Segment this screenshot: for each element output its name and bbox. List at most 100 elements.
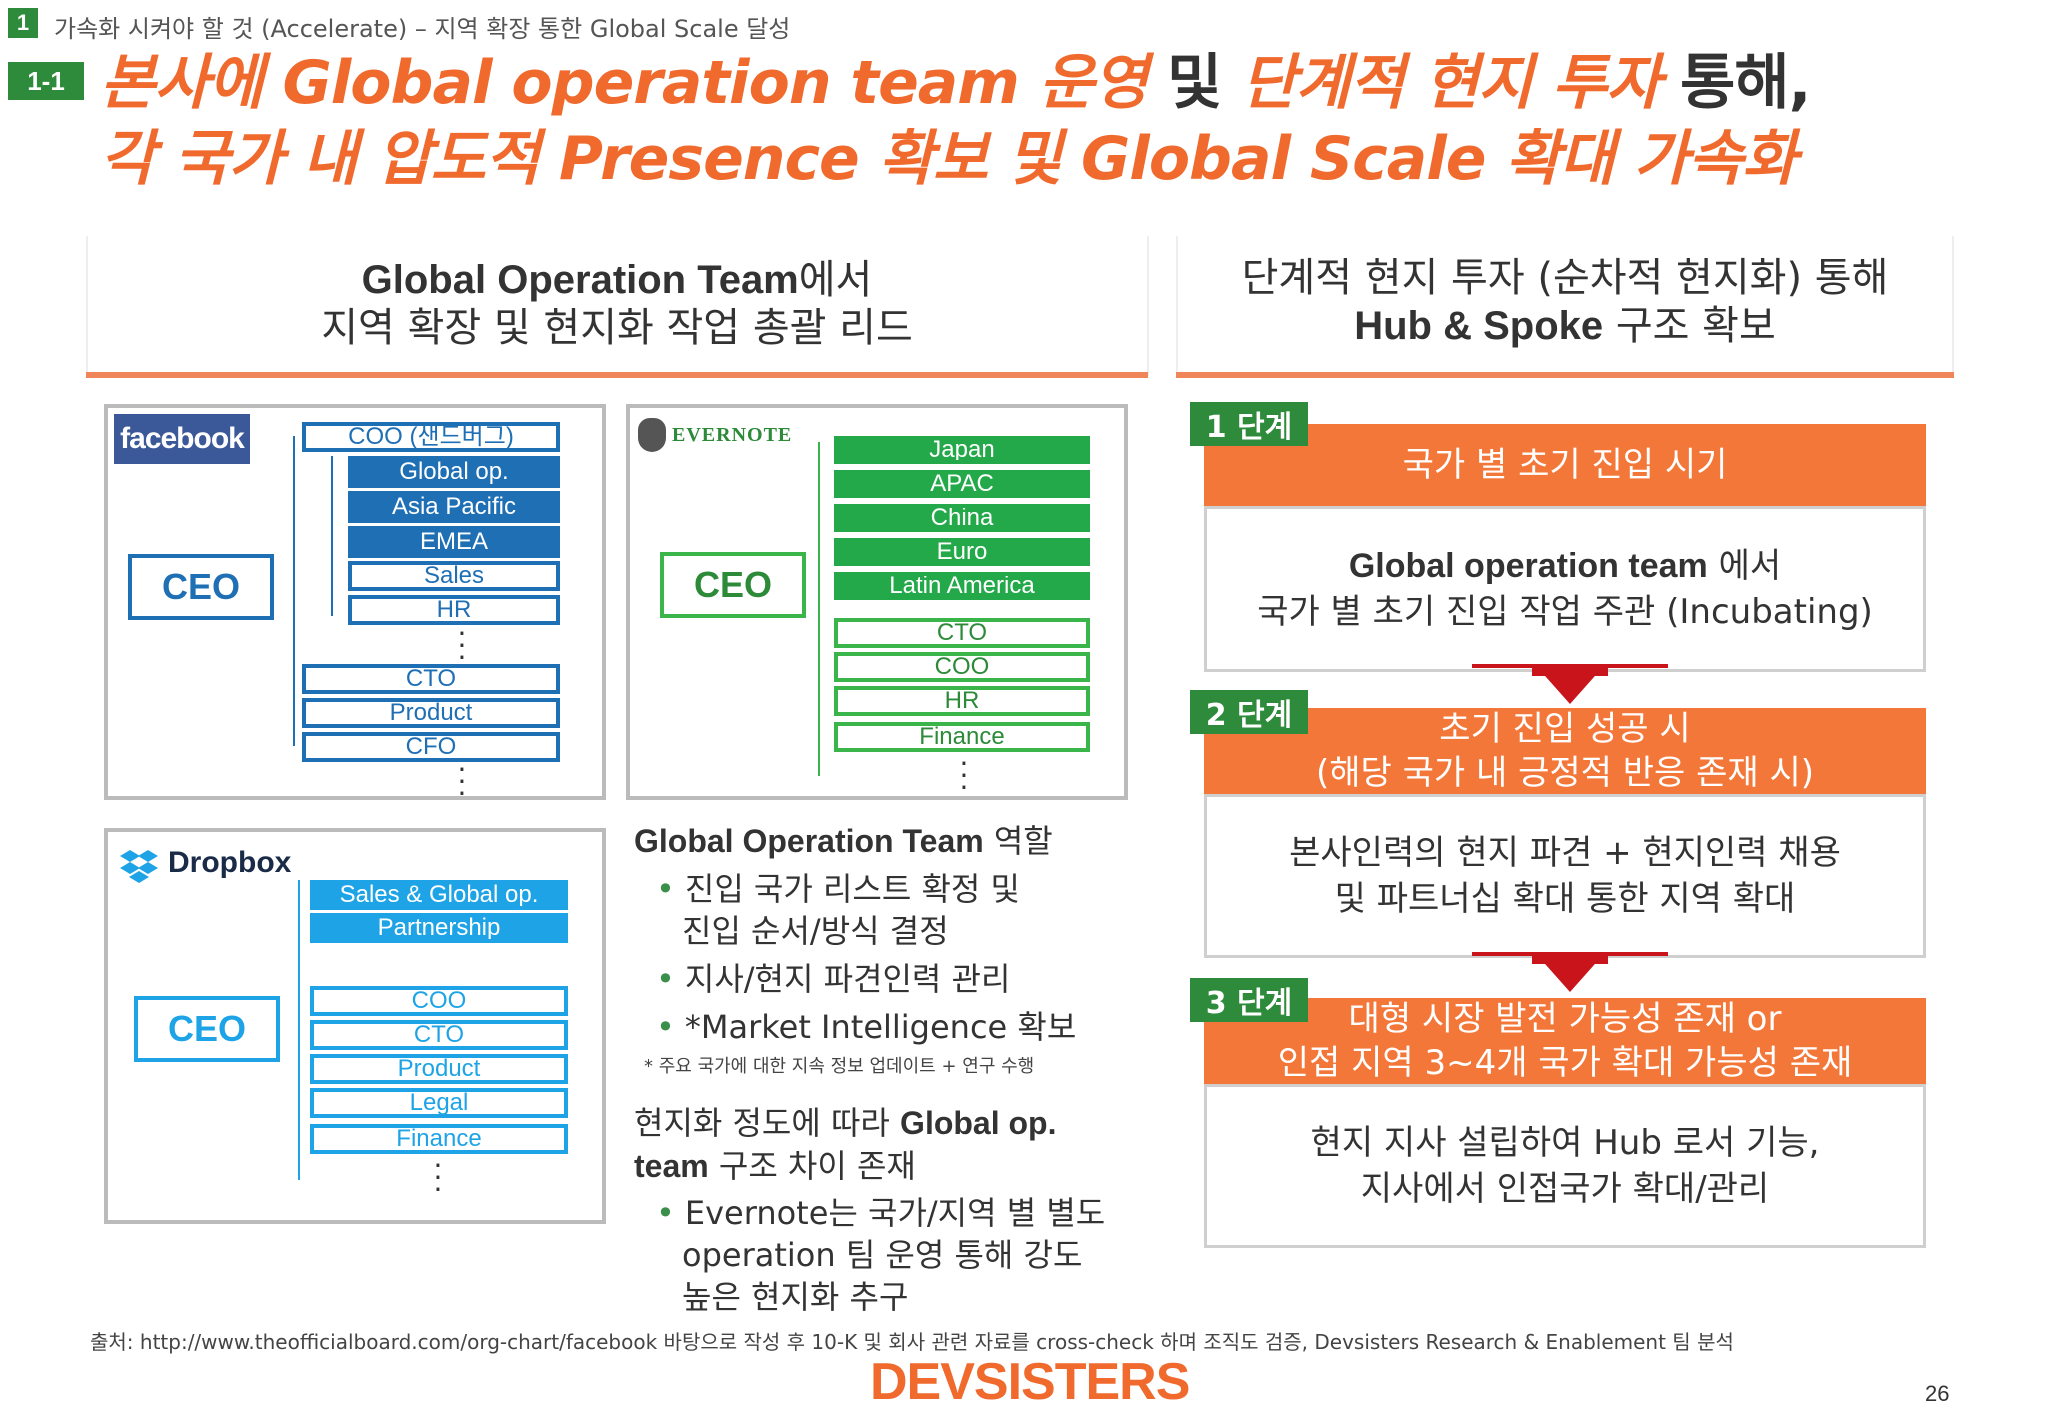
stage2-header: 초기 진입 성공 시 (해당 국가 내 긍정적 반응 존재 시) [1204,708,1926,794]
bullet-dot: • [656,1008,675,1046]
facebook-box-cto: CTO [302,664,560,694]
stage3-header: 대형 시장 발전 가능성 존재 or 인접 지역 3~4개 국가 확대 가능성 … [1204,998,1926,1084]
stage1-body-line1: Global operation team 에서 [1349,543,1781,589]
evernote-box-latin-america: Latin America [834,572,1090,600]
page-title-line2: 각 국가 내 압도적 Presence 확보 및 Global Scale 확대… [100,124,1797,194]
diff-part: 구조 차이 존재 [708,1147,916,1185]
facebook-box-global-op: Global op. [348,456,560,488]
evernote-bullet-cont: operation 팀 운영 통해 강도 [682,1236,1083,1274]
evernote-ceo-box: CEO [660,552,806,618]
dropbox-box-product: Product [310,1054,568,1084]
evernote-box-cto: CTO [834,618,1090,648]
role-bullet-text: 진입 국가 리스트 확정 및 [684,870,1020,908]
right-heading-line1: 단계적 현지 투자 (순차적 현지화) 통해 [1241,255,1889,301]
section-number-badge: 1 [8,8,38,38]
evernote-box-japan: Japan [834,436,1090,464]
role-bullet-1-cont: 진입 순서/방식 결정 [682,912,949,950]
dropbox-box-legal: Legal [310,1088,568,1118]
dropbox-box-cto: CTO [310,1020,568,1050]
evernote-more-dots: · · · [959,747,969,804]
role-bullet-3: • *Market Intelligence 확보 [656,1006,1156,1049]
dropbox-connector-line [298,880,300,1180]
stage1-header: 국가 별 초기 진입 시기 [1204,424,1926,506]
facebook-box-emea: EMEA [348,526,560,558]
dropbox-box-icon [118,846,160,888]
stage1-body-rest: 에서 [1707,546,1782,586]
evernote-connector-line [818,442,820,776]
title-part: 본사에 Global operation team 운영 [100,48,1148,118]
left-heading-line2: 지역 확장 및 현지화 작업 총괄 리드 [321,305,913,351]
left-heading-rule [86,372,1148,378]
stage2-body-line1: 본사인력의 현지 파견 + 현지인력 채용 [1289,833,1841,873]
facebook-more-dots: · · · [457,617,467,674]
stage1-header-text: 국가 별 초기 진입 시기 [1402,445,1728,485]
stage2-body: 본사인력의 현지 파견 + 현지인력 채용 및 파트너십 확대 통한 지역 확대 [1204,794,1926,958]
role-bullet-2: • 지사/현지 파견인력 관리 [656,958,1156,1001]
stage1-body: Global operation team 에서 국가 별 초기 진입 작업 주… [1204,506,1926,672]
stage3-header-line2: 인접 지역 3~4개 국가 확대 가능성 존재 [1277,1043,1853,1083]
role-bullet-text: *Market Intelligence 확보 [684,1008,1077,1046]
left-heading-rest: 에서 [798,257,873,303]
stage3-badge: 3 단계 [1190,978,1308,1022]
dropbox-icon-svg [120,850,158,883]
facebook-connector-line [293,436,295,746]
left-heading-bold: Global Operation Team [361,258,799,302]
stage2-body-line2: 및 파트너십 확대 통한 지역 확대 [1334,879,1796,919]
role-heading: Global Operation Team 역할 [634,820,1154,863]
elephant-icon [638,418,666,452]
evernote-box-apac: APAC [834,470,1090,498]
facebook-logo: facebook [114,414,250,464]
stage3-body-line1: 현지 지사 설립하여 Hub 로서 기능, [1310,1123,1820,1163]
evernote-box-coo: COO [834,652,1090,682]
evernote-box-finance: Finance [834,722,1090,752]
dropbox-box-coo: COO [310,986,568,1016]
facebook-more-dots: · · · [457,753,467,810]
role-footnote: * 주요 국가에 대한 지속 정보 업데이트 + 연구 수행 [644,1056,1035,1077]
heading-frame-right [1147,236,1149,376]
evernote-bullet: • Evernote는 국가/지역 별 별도 [656,1192,1166,1235]
right-heading-bold: Hub & Spoke [1354,304,1604,348]
heading-frame-left [1176,236,1178,376]
title-part: 통해, [1660,48,1811,118]
evernote-box-euro: Euro [834,538,1090,566]
devsisters-logo: DEVSISTERS [870,1353,1190,1411]
facebook-box-hr: HR [348,595,560,625]
role-heading-rest: 역할 [983,822,1053,860]
bullet-dot: • [656,1194,675,1232]
stage1-badge: 1 단계 [1190,402,1308,446]
stage2-badge: 2 단계 [1190,690,1308,734]
section-title: 가속화 시켜야 할 것 (Accelerate) – 지역 확장 통한 Glob… [54,15,791,43]
heading-frame-left [86,236,88,376]
facebook-box-product: Product [302,698,560,728]
diff-bold: team [634,1148,709,1184]
right-heading-rest: 구조 확보 [1603,303,1776,349]
structure-diff-text: 현지화 정도에 따라 Global op. team 구조 차이 존재 [634,1102,1164,1188]
page-number: 26 [1925,1381,1950,1406]
bullet-dot: • [656,870,675,908]
stage1-body-bold: Global operation team [1348,547,1708,585]
left-column-heading: Global Operation Team에서 지역 확장 및 현지화 작업 총… [86,256,1148,352]
title-part: 단계적 현지 투자 [1241,48,1661,118]
title-part: 및 [1147,48,1242,118]
stage2-header-line2: (해당 국가 내 긍정적 반응 존재 시) [1315,753,1814,793]
facebook-box-coo: COO (샌드버그) [302,422,560,452]
dropbox-box-finance: Finance [310,1124,568,1154]
role-bullet-1: • 진입 국가 리스트 확정 및 [656,868,1156,911]
facebook-box-sales: Sales [348,561,560,591]
stage3-body: 현지 지사 설립하여 Hub 로서 기능, 지사에서 인접국가 확대/관리 [1204,1084,1926,1248]
diff-part: 현지화 정도에 따라 [634,1104,901,1142]
facebook-box-cfo: CFO [302,732,560,762]
dropbox-ceo-box: CEO [134,996,280,1062]
stage3-header-line1: 대형 시장 발전 가능성 존재 or [1348,999,1782,1039]
evernote-logo: EVERNOTE [672,424,793,446]
heading-frame-right [1952,236,1954,376]
down-arrow-icon [1472,952,1668,992]
left-heading-line1: Global Operation Team에서 [86,256,1148,304]
right-column-heading: 단계적 현지 투자 (순차적 현지화) 통해 Hub & Spoke 구조 확보 [1176,254,1954,350]
evernote-box-hr: HR [834,686,1090,716]
right-heading-line2: Hub & Spoke 구조 확보 [1176,302,1954,350]
diff-bold: Global op. [900,1105,1057,1141]
subsection-number-badge: 1-1 [8,62,84,100]
role-bullet-text: 지사/현지 파견인력 관리 [684,960,1011,998]
down-arrow-icon [1472,664,1668,704]
